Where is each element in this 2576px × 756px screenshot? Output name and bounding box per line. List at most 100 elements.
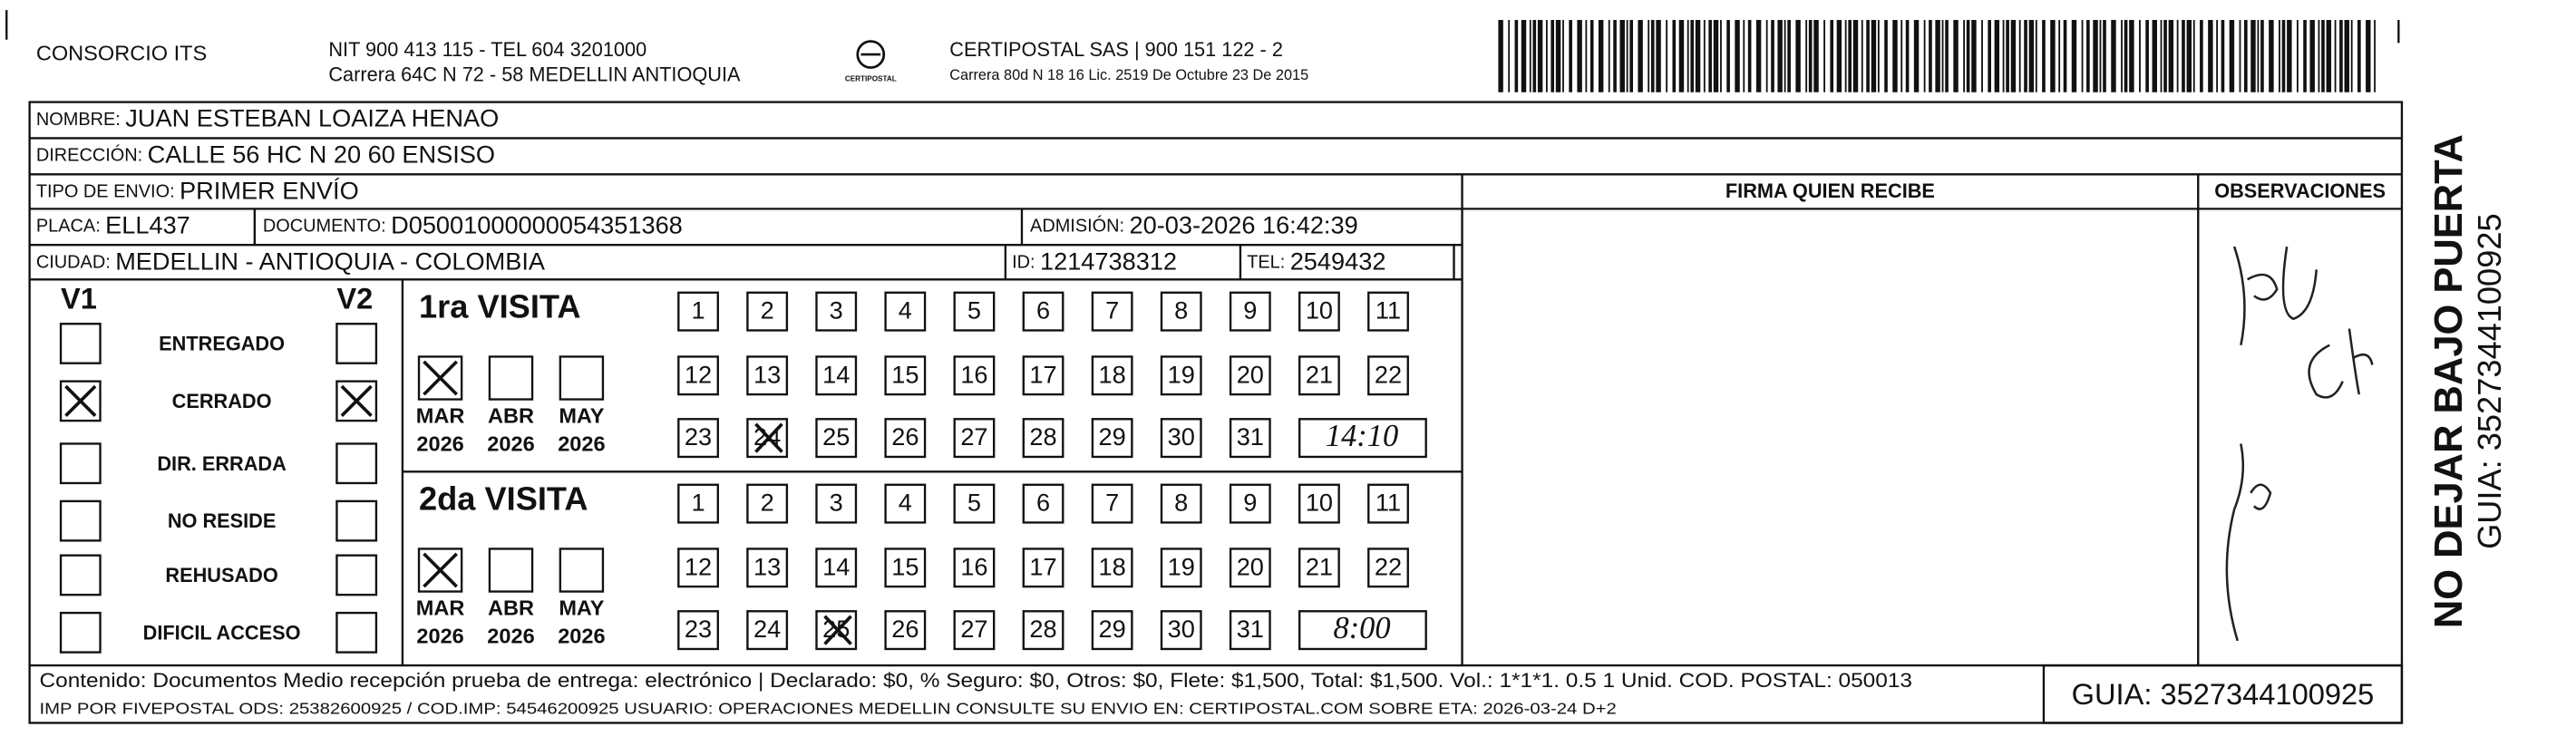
day-box xyxy=(884,610,927,651)
barcode-bar xyxy=(2168,20,2174,92)
day-number: 16 xyxy=(960,552,987,580)
barcode-bar xyxy=(1913,20,1920,92)
month-checkbox xyxy=(488,355,534,401)
barcode-bar xyxy=(1619,20,1625,92)
barcode-bar xyxy=(2326,20,2332,92)
day-number: 6 xyxy=(1036,489,1050,517)
day-number: 6 xyxy=(1036,296,1050,325)
day-number: 28 xyxy=(1029,422,1056,451)
field-label: PLACA: xyxy=(36,217,101,237)
day-number: 21 xyxy=(1306,552,1333,580)
barcode-bar xyxy=(2257,20,2260,92)
footer-guide: GUIA: 3527344100925 xyxy=(2072,677,2375,711)
day-number: 14 xyxy=(822,552,850,580)
barcode-bar xyxy=(1836,20,1842,92)
day-number: 17 xyxy=(1029,552,1056,580)
day-number: 5 xyxy=(967,296,981,325)
barcode-bar xyxy=(2200,20,2203,92)
day-number: 27 xyxy=(960,422,987,451)
barcode-bar xyxy=(2018,20,2021,92)
barcode-bar xyxy=(2093,20,2098,92)
barcode-bar xyxy=(2063,20,2067,92)
barcode-bar xyxy=(1787,20,1791,92)
day-box xyxy=(1367,291,1409,332)
barcode-bar xyxy=(1555,20,1561,92)
day-number: 21 xyxy=(1306,360,1333,388)
barcode-bar xyxy=(1877,20,1880,92)
day-box xyxy=(1091,548,1133,588)
day-number: 23 xyxy=(685,422,712,451)
day-box xyxy=(677,610,719,651)
day-box xyxy=(1022,418,1064,459)
barcode-bar xyxy=(2010,20,2017,92)
barcode-bar xyxy=(1726,20,1730,92)
day-number: 8 xyxy=(1174,296,1188,325)
barcode-bar xyxy=(1629,20,1633,92)
field-label: DOCUMENTO: xyxy=(263,217,386,237)
day-box xyxy=(815,610,858,651)
day-box xyxy=(1229,291,1271,332)
day-box xyxy=(884,483,927,524)
day-number: 12 xyxy=(685,360,712,388)
day-box xyxy=(1229,610,1271,651)
barcode-bar xyxy=(1713,20,1719,92)
barcode-bar xyxy=(1981,20,1983,92)
day-number: 11 xyxy=(1375,489,1401,517)
day-number: 26 xyxy=(891,615,919,643)
month-checkbox xyxy=(559,548,605,593)
v1-header: V1 xyxy=(61,281,97,315)
barcode-bar xyxy=(1813,20,1819,92)
day-box xyxy=(746,418,789,459)
v2-checkbox xyxy=(335,554,378,596)
day-box xyxy=(1229,483,1271,524)
day-box xyxy=(1091,291,1133,332)
day-number: 31 xyxy=(1237,615,1264,643)
day-number: 14 xyxy=(822,360,850,388)
day-box xyxy=(953,548,996,588)
barcode-bar xyxy=(2334,20,2337,92)
day-box xyxy=(953,418,996,459)
day-box xyxy=(815,291,858,332)
day-number: 13 xyxy=(753,552,781,580)
barcode-bar xyxy=(1953,20,1959,92)
visit-title: 2da VISITA xyxy=(419,480,588,517)
barcode-bar xyxy=(2281,20,2286,92)
courier-name: CERTIPOSTAL SAS | 900 151 122 - 2 xyxy=(949,38,1283,61)
day-number: 18 xyxy=(1099,360,1126,388)
company-name: CONSORCIO ITS xyxy=(36,41,207,64)
day-number: 13 xyxy=(753,360,781,388)
check-mark xyxy=(754,422,783,453)
barcode-bar xyxy=(2058,20,2061,92)
barcode-bar xyxy=(1747,20,1752,92)
day-number: 2 xyxy=(761,296,774,325)
barcode-bar xyxy=(1923,20,1926,92)
day-box xyxy=(1160,418,1202,459)
day-box xyxy=(677,355,719,396)
barcode-bar xyxy=(1994,20,2000,92)
day-box xyxy=(1160,355,1202,396)
barcode-bar xyxy=(1892,20,1898,92)
barcode-bar xyxy=(2250,20,2256,92)
field-value: CALLE 56 HC N 20 60 ENSISO xyxy=(148,141,495,169)
main-frame xyxy=(28,101,2404,724)
barcode-bar xyxy=(1720,20,1722,92)
guide-box xyxy=(2042,664,2404,724)
field-label: ID: xyxy=(1012,252,1035,272)
barcode-bar xyxy=(1871,20,1877,92)
day-number: 4 xyxy=(899,489,912,517)
barcode-bar xyxy=(2081,20,2084,92)
day-box xyxy=(1022,548,1064,588)
courier-address: Carrera 80d N 18 16 Lic. 2519 De Octubre… xyxy=(949,67,1308,83)
day-box xyxy=(884,291,927,332)
time-box xyxy=(1298,610,1427,651)
month-label: ABR xyxy=(488,404,534,428)
check-mark xyxy=(64,384,97,417)
barcode-bar xyxy=(1971,20,1977,92)
v2-checkbox xyxy=(335,611,378,654)
month-label: MAY xyxy=(559,404,604,428)
barcode-bar xyxy=(2239,20,2241,92)
barcode-bar xyxy=(2229,20,2235,92)
v2-checkbox xyxy=(335,380,378,422)
barcode-bar xyxy=(1521,20,1527,92)
